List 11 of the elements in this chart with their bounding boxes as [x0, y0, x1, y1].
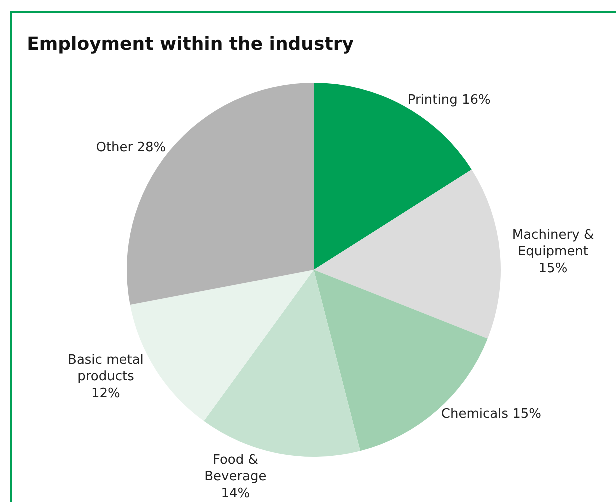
slice-label: Printing 16% [408, 92, 491, 108]
pie-slice [314, 170, 501, 339]
chart-title: Employment within the industry [27, 34, 354, 56]
slice-label: Machinery & Equipment [512, 228, 594, 260]
slice-label: Chemicals 15% [441, 406, 542, 422]
slice-label: Basic metal products [68, 352, 144, 385]
data-label: 12% [92, 386, 120, 402]
slice-label: Food & Beverage [204, 452, 267, 485]
slice-label: Other 28% [96, 140, 166, 156]
data-label: 15% [538, 262, 568, 277]
data-label: 14% [221, 486, 250, 502]
